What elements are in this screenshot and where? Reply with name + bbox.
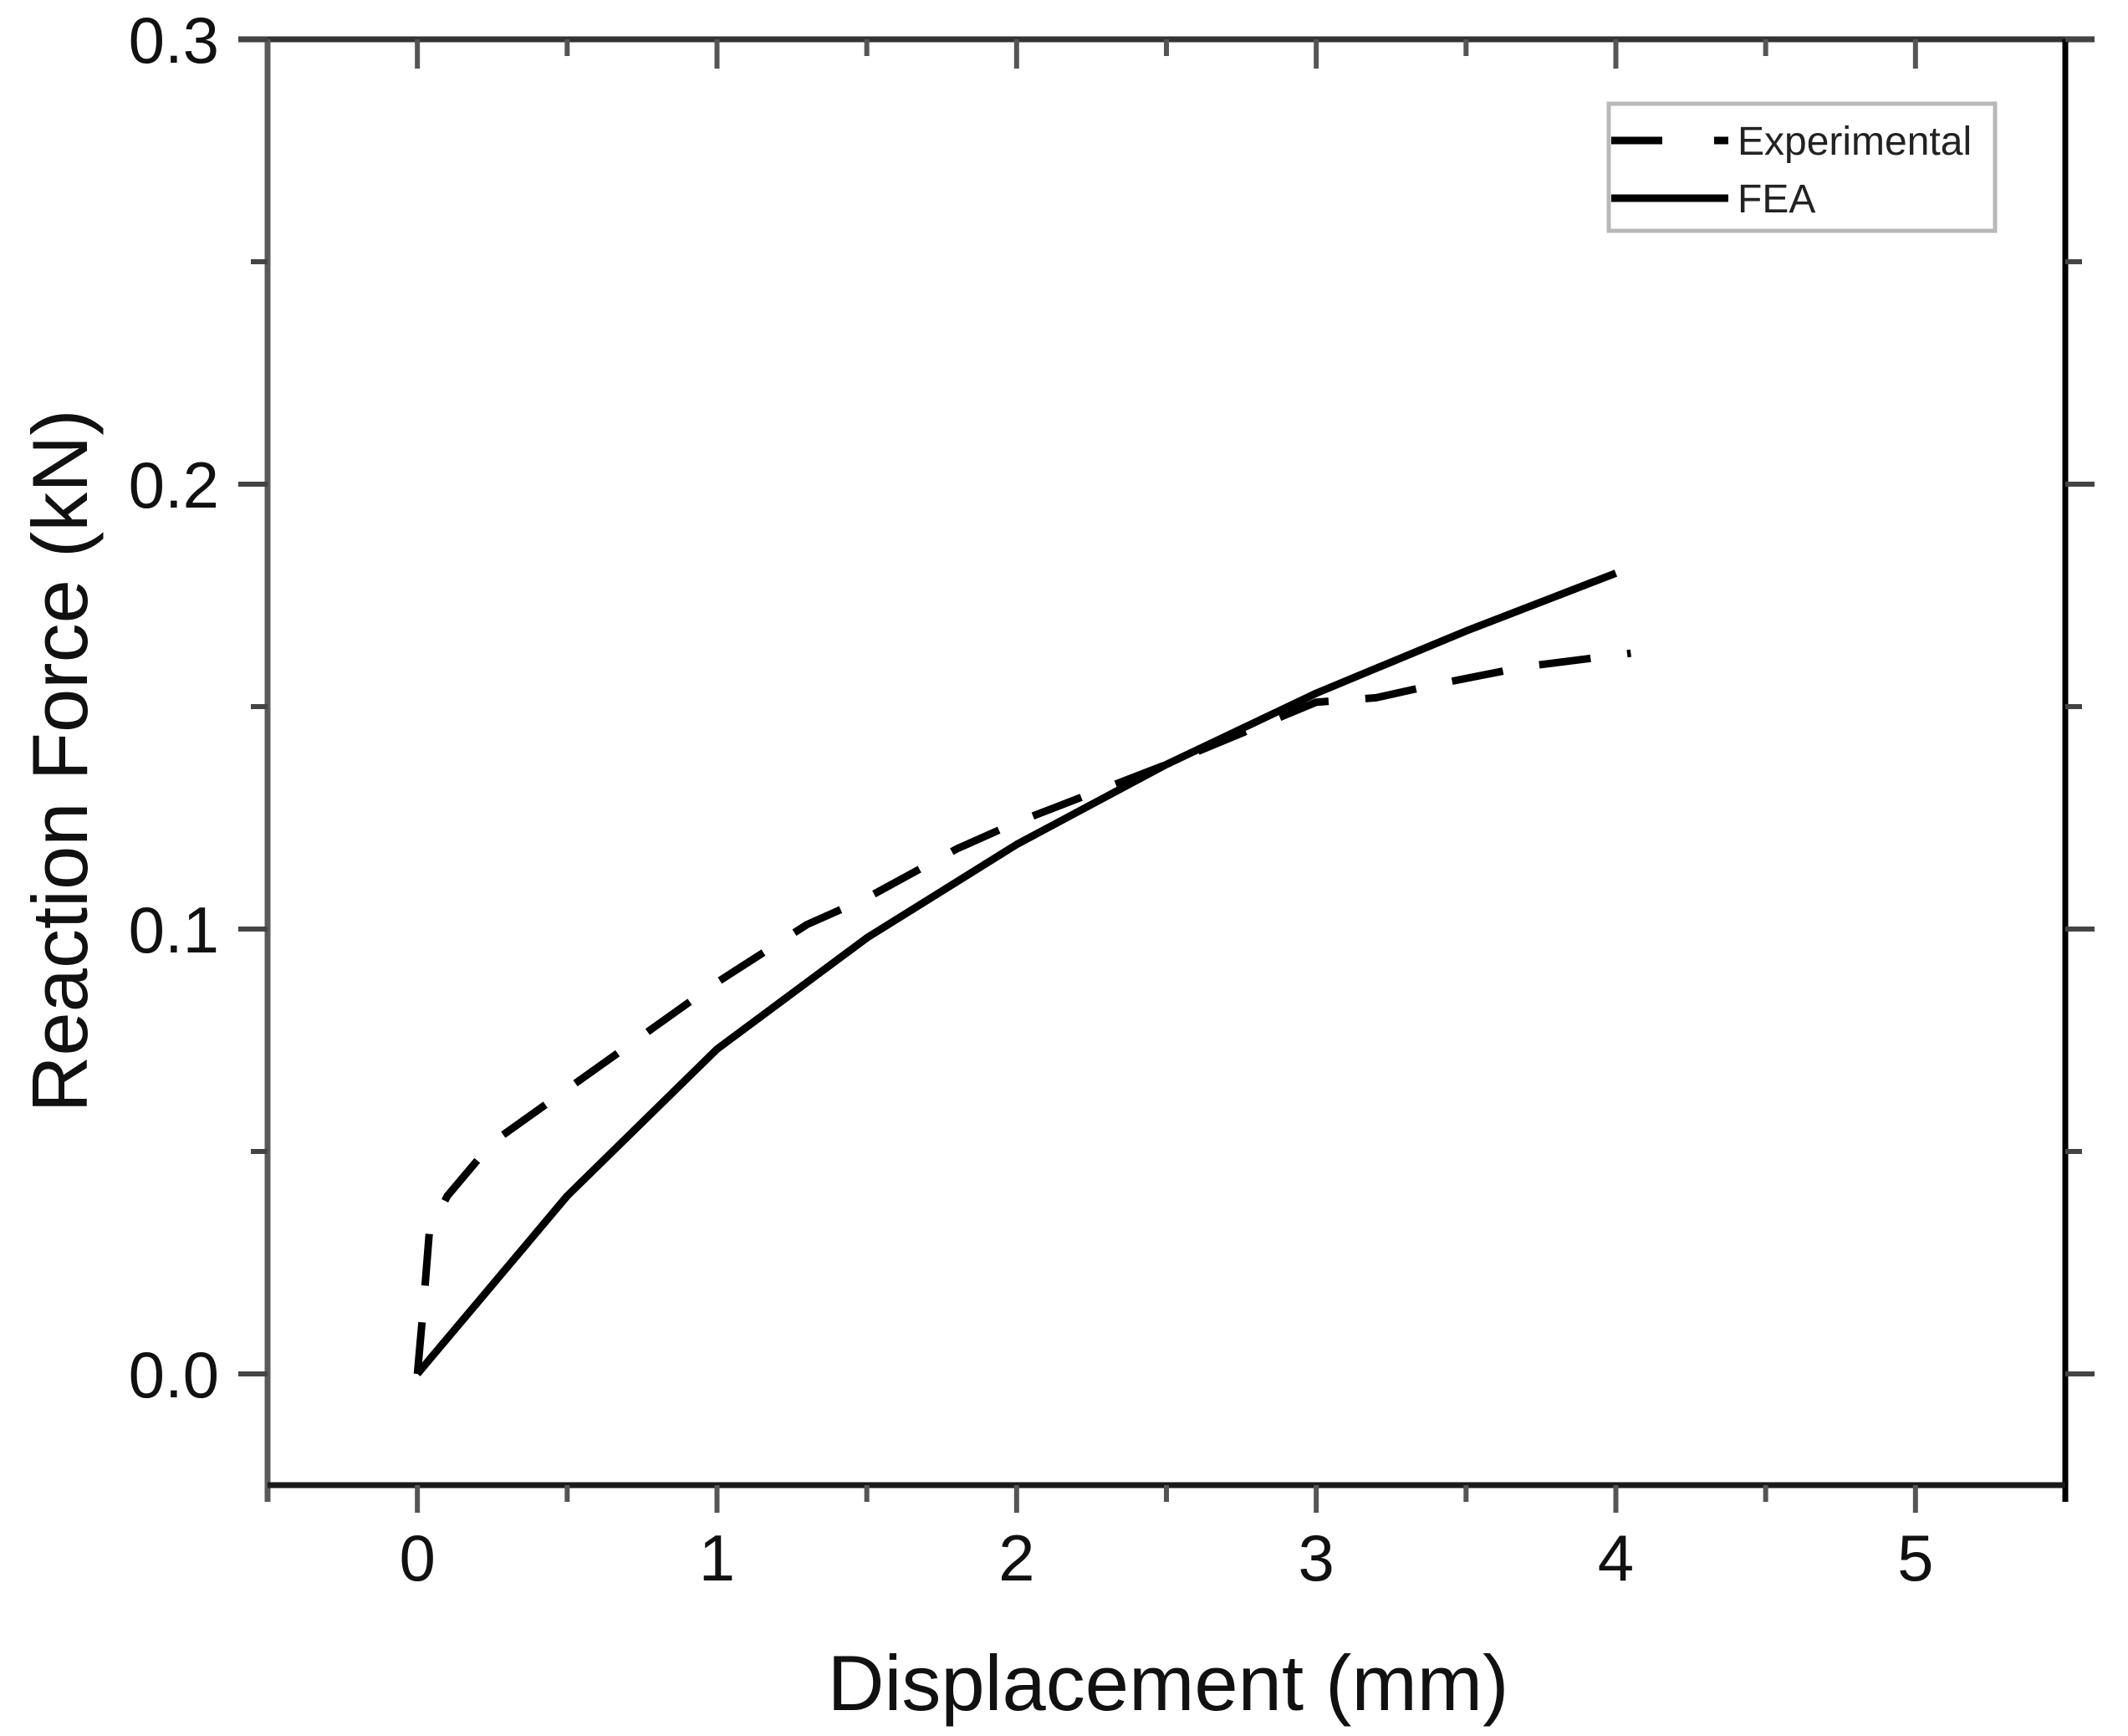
legend: Experimental FEA xyxy=(1606,101,1998,233)
x-tick-label: 4 xyxy=(1598,1521,1634,1595)
x-tick-label: 3 xyxy=(1298,1521,1334,1595)
series-experimental-line xyxy=(413,649,1631,1375)
y-tick-label: 0.1 xyxy=(129,893,219,967)
legend-label-fea: FEA xyxy=(1738,177,1815,222)
x-tick-label: 0 xyxy=(399,1521,435,1595)
x-tick-label: 5 xyxy=(1897,1521,1933,1595)
axis-ticks xyxy=(238,37,2095,1513)
y-tick-label: 0.3 xyxy=(129,3,219,77)
plot-frame xyxy=(238,36,2095,1502)
x-tick-label: 1 xyxy=(699,1521,735,1595)
series-fea-line xyxy=(414,569,1618,1376)
legend-box xyxy=(1606,101,1998,233)
series-layer xyxy=(413,569,1631,1376)
y-axis-title: Reaction Force (kN) xyxy=(16,410,104,1113)
y-tick-label: 0.2 xyxy=(129,448,219,522)
x-axis-title: Displacement (mm) xyxy=(828,1639,1509,1727)
x-tick-label: 2 xyxy=(998,1521,1034,1595)
legend-label-experimental: Experimental xyxy=(1738,120,1972,164)
y-tick-label: 0.0 xyxy=(129,1338,219,1412)
axis-tick-labels: 0 1 2 3 4 5 0.0 0.1 0.2 0.3 xyxy=(129,3,1934,1595)
